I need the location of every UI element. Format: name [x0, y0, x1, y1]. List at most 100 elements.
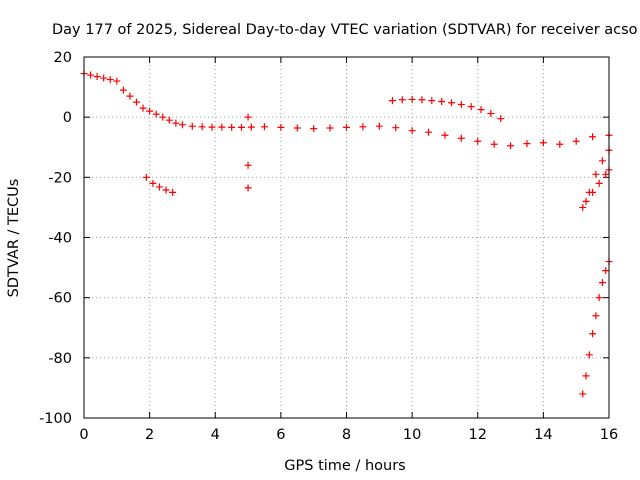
series-upper-arc — [388, 95, 505, 123]
data-point — [602, 170, 610, 178]
data-point — [539, 139, 547, 147]
data-point — [428, 97, 436, 105]
y-tick-label: -40 — [48, 231, 72, 247]
data-point — [247, 123, 255, 131]
data-point — [343, 123, 350, 131]
x-tick-label: 6 — [276, 427, 285, 443]
data-point — [155, 183, 163, 191]
data-point — [579, 203, 587, 211]
data-point — [392, 124, 400, 132]
data-point — [244, 113, 252, 121]
data-point — [277, 123, 285, 131]
data-point — [178, 121, 186, 129]
x-tick-label: 10 — [403, 427, 421, 443]
x-axis-label: GPS time / hours — [284, 458, 405, 474]
x-tick-label: 12 — [469, 427, 487, 443]
grid — [84, 57, 609, 418]
data-point — [497, 115, 505, 123]
data-point — [589, 188, 597, 196]
plot-frame — [83, 56, 610, 419]
series-tail-3 — [579, 258, 613, 398]
data-point — [142, 173, 150, 181]
data-point — [589, 330, 597, 338]
y-tick-label: -20 — [48, 170, 72, 186]
data-point — [408, 127, 416, 135]
series-low-arc — [142, 173, 177, 196]
data-point — [585, 351, 593, 359]
data-point — [572, 137, 580, 145]
data-point — [448, 99, 455, 107]
data-point — [467, 103, 475, 111]
data-point — [113, 77, 121, 85]
data-point — [310, 125, 318, 133]
data-point — [139, 104, 147, 112]
data-point — [598, 279, 606, 287]
data-point — [490, 140, 498, 148]
data-point — [146, 107, 154, 115]
data-point — [188, 122, 196, 130]
y-tick-label: -80 — [48, 351, 72, 367]
data-point — [244, 184, 252, 192]
series-main-track — [80, 70, 613, 150]
data-point — [375, 122, 383, 130]
x-tick-label: 2 — [145, 427, 154, 443]
y-axis-label: SDTVAR / TECUs — [6, 179, 22, 298]
data-point — [119, 86, 127, 94]
data-point — [474, 137, 482, 145]
data-point — [162, 186, 170, 194]
y-tick-label: 0 — [63, 110, 72, 126]
data-point — [87, 71, 95, 79]
data-point — [133, 98, 140, 106]
data-point — [159, 113, 167, 121]
data-point — [477, 106, 485, 114]
data-point — [487, 110, 495, 118]
data-point — [172, 119, 180, 127]
tick-labels: 0 2 4 6 8 10 12 14 16 -100 -80 -60 -40 -20 0 20 — [39, 50, 618, 443]
data-point — [418, 96, 426, 104]
data-point — [523, 140, 531, 148]
x-tick-label: 0 — [79, 427, 88, 443]
data-point — [592, 312, 600, 320]
data-point — [106, 76, 114, 84]
y-tick-label: 20 — [54, 50, 72, 66]
data-point — [579, 390, 587, 398]
data-point — [165, 116, 173, 124]
data-point — [425, 128, 433, 136]
data-points — [80, 70, 613, 398]
data-point — [388, 97, 396, 105]
data-point — [408, 95, 416, 103]
data-point — [93, 73, 101, 81]
series-tail-2 — [582, 166, 613, 205]
data-point — [293, 124, 301, 132]
data-point — [169, 188, 177, 196]
data-point — [438, 98, 446, 106]
data-point — [457, 134, 465, 142]
data-point — [592, 170, 600, 178]
x-tick-label: 4 — [211, 427, 220, 443]
data-point — [582, 197, 590, 205]
data-point — [228, 123, 236, 131]
x-tick-label: 14 — [534, 427, 552, 443]
data-point — [208, 123, 216, 131]
data-point — [359, 123, 367, 131]
data-point — [556, 140, 564, 148]
data-point — [198, 123, 206, 131]
data-point — [126, 92, 134, 100]
data-point — [598, 157, 606, 165]
series-isolated — [244, 113, 252, 192]
data-point — [507, 142, 515, 150]
data-point — [218, 123, 226, 131]
x-tick-label: 8 — [342, 427, 351, 443]
data-point — [602, 267, 610, 275]
data-point — [582, 372, 590, 380]
data-point — [244, 161, 252, 169]
y-tick-label: -100 — [39, 411, 72, 427]
data-point — [100, 74, 108, 82]
data-point — [398, 96, 406, 104]
data-point — [595, 294, 603, 302]
data-point — [238, 123, 245, 131]
data-point — [260, 123, 268, 131]
x-tick-label: 16 — [600, 427, 618, 443]
y-tick-label: -60 — [48, 291, 72, 307]
